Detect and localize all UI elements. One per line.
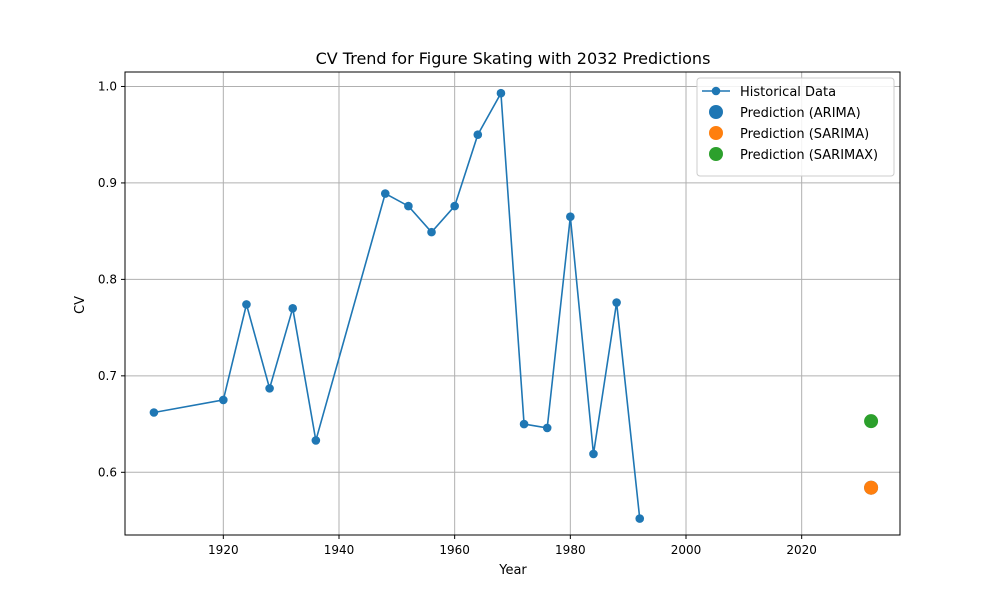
x-tick-label: 1920 <box>208 543 239 557</box>
legend-label: Historical Data <box>740 85 836 100</box>
x-axis-label: Year <box>498 563 527 578</box>
data-point <box>450 201 459 211</box>
y-tick-label: 0.6 <box>98 465 117 479</box>
data-point <box>311 436 321 445</box>
x-tick-label: 2020 <box>786 543 817 557</box>
data-point <box>242 300 251 309</box>
legend-marker <box>711 86 721 96</box>
legend-marker <box>709 126 723 140</box>
x-tick-label: 2000 <box>671 543 702 557</box>
data-point <box>566 212 575 221</box>
legend-label: Prediction (SARIMAX) <box>740 148 878 163</box>
prediction-point <box>864 480 879 495</box>
data-point <box>404 201 413 211</box>
data-point <box>219 395 228 405</box>
legend: Historical Data Prediction (ARIMA) Predict… <box>696 77 895 177</box>
legend-label: Prediction (ARIMA) <box>740 106 861 121</box>
legend-label: Prediction (SARIMA) <box>740 127 869 142</box>
legend-marker <box>709 147 723 161</box>
chart-title: CV Trend for Figure Skating with 2032 Pr… <box>316 49 711 68</box>
prediction-point <box>864 414 879 429</box>
y-tick-label: 0.7 <box>98 369 117 383</box>
data-point <box>589 449 598 459</box>
y-tick-label: 0.8 <box>98 272 117 286</box>
data-point <box>519 419 529 429</box>
data-point <box>288 304 298 313</box>
series-historical-data <box>149 88 645 523</box>
y-tick-label: 1.0 <box>98 79 117 93</box>
legend-marker <box>709 105 723 119</box>
data-point <box>149 408 159 417</box>
data-point <box>635 514 645 523</box>
x-tick-label: 1960 <box>439 543 470 557</box>
data-point <box>496 88 506 98</box>
data-point <box>265 384 274 393</box>
plot-frame <box>124 71 901 536</box>
data-point <box>473 130 483 139</box>
series-prediction-sarimax <box>864 414 879 429</box>
x-tick-label: 1980 <box>555 543 586 557</box>
data-point <box>380 189 390 198</box>
y-axis-label: CV <box>73 296 88 314</box>
x-axis-ticks: 1920 1940 1960 1980 2000 2020 <box>208 535 817 557</box>
series-layer <box>149 88 879 523</box>
data-point <box>612 298 621 307</box>
series-prediction-sarima <box>864 480 879 495</box>
data-point <box>427 227 436 237</box>
series-line <box>153 90 641 519</box>
x-tick-label: 1940 <box>324 543 355 557</box>
y-tick-label: 0.9 <box>98 176 117 190</box>
data-point <box>542 423 552 433</box>
y-axis-ticks: 0.6 0.7 0.8 0.9 1.0 <box>98 79 125 479</box>
legend-box <box>696 77 895 177</box>
